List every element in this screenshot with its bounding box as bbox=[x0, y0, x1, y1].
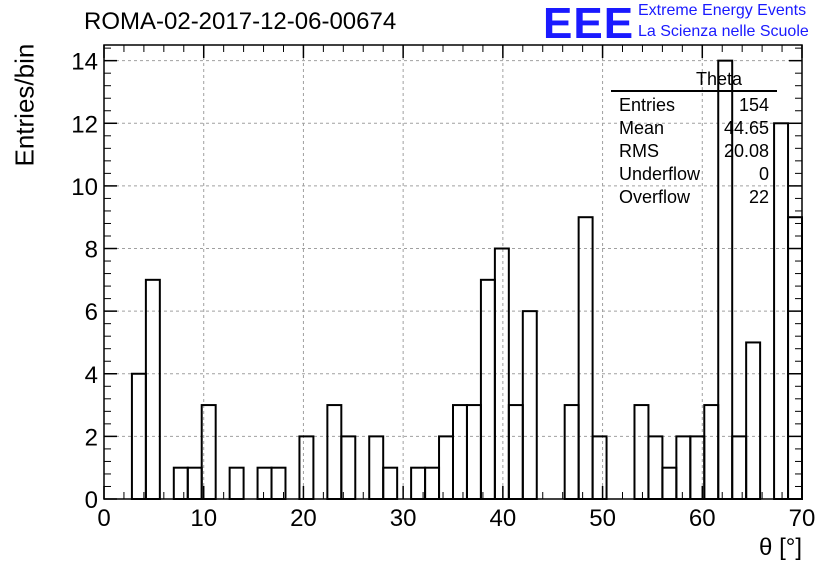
stats-row-entries: Entries 154 bbox=[611, 94, 777, 117]
run-title: ROMA-02-2017-12-06-00674 bbox=[84, 8, 397, 35]
stats-row-rms: RMS 20.08 bbox=[611, 140, 777, 163]
histogram-bin bbox=[675, 435, 692, 500]
histogram-bin bbox=[256, 466, 273, 501]
x-tick-label: 0 bbox=[97, 505, 110, 532]
histogram-bin bbox=[521, 310, 538, 501]
y-tick-label: 14 bbox=[71, 49, 98, 76]
y-tick-label: 6 bbox=[85, 299, 98, 326]
stats-box: Theta Entries 154 Mean 44.65 RMS 20.08 U… bbox=[611, 68, 777, 209]
stats-value: 44.65 bbox=[723, 118, 769, 138]
x-tick-label: 60 bbox=[689, 505, 716, 532]
x-tick-label: 50 bbox=[589, 505, 616, 532]
stats-value: 22 bbox=[748, 187, 769, 207]
histogram-bin bbox=[577, 216, 594, 500]
y-axis-label: Entries/bin bbox=[9, 43, 40, 167]
histogram-bin bbox=[326, 404, 343, 501]
histogram-bin bbox=[186, 466, 203, 501]
stats-row-underflow: Underflow 0 bbox=[611, 163, 777, 186]
x-axis-label: θ [°] bbox=[759, 534, 802, 561]
y-tick-label: 8 bbox=[85, 237, 98, 264]
x-tick-label: 30 bbox=[390, 505, 417, 532]
histogram-bin bbox=[647, 435, 664, 500]
stats-label: Underflow bbox=[619, 164, 701, 184]
stats-row-mean: Mean 44.65 bbox=[611, 117, 777, 140]
x-tick-label: 20 bbox=[290, 505, 317, 532]
stats-row-overflow: Overflow 22 bbox=[611, 186, 777, 209]
histogram-bin bbox=[703, 404, 720, 501]
plot-frame bbox=[103, 44, 803, 500]
stats-value: 0 bbox=[758, 164, 769, 184]
histogram-bin bbox=[424, 466, 441, 501]
histogram-bin bbox=[144, 278, 161, 500]
histogram-bin bbox=[298, 435, 315, 500]
histogram-bin bbox=[563, 404, 580, 501]
histogram-bin bbox=[228, 466, 245, 501]
y-tick-label: 0 bbox=[85, 487, 98, 514]
histogram-bin bbox=[633, 404, 650, 501]
histogram-bin bbox=[382, 466, 399, 501]
eee-logo: EEE bbox=[543, 0, 635, 48]
y-tick-label: 2 bbox=[85, 424, 98, 451]
histogram-bin bbox=[731, 435, 748, 500]
histogram-bin bbox=[340, 435, 357, 500]
stats-value: 20.08 bbox=[723, 141, 769, 161]
stats-label: RMS bbox=[619, 141, 659, 161]
histogram-bin bbox=[787, 216, 803, 500]
histogram-bin bbox=[438, 435, 455, 500]
x-tick-label: 10 bbox=[190, 505, 217, 532]
histogram-bin bbox=[507, 404, 524, 501]
axis-tick-labels: 0 10 20 30 40 50 60 70 0 2 4 6 8 10 12 14 bbox=[71, 49, 815, 532]
y-tick-label: 10 bbox=[71, 174, 98, 201]
logo-subtitle-line2: La Scienza nelle Scuole bbox=[638, 23, 809, 40]
x-tick-label: 40 bbox=[490, 505, 517, 532]
stats-label: Overflow bbox=[619, 187, 691, 207]
y-tick-label: 12 bbox=[71, 111, 98, 138]
stats-value: 154 bbox=[738, 95, 769, 115]
grid-lines bbox=[104, 45, 802, 499]
histogram-bin bbox=[368, 435, 385, 500]
histogram-bin bbox=[465, 404, 482, 501]
stats-label: Entries bbox=[619, 95, 676, 115]
x-tick-label: 70 bbox=[789, 505, 816, 532]
stats-title: Theta bbox=[611, 68, 777, 92]
logo-subtitle-line1: Extreme Energy Events bbox=[638, 2, 807, 19]
y-tick-label: 4 bbox=[85, 362, 98, 389]
axis-ticks bbox=[103, 45, 803, 500]
histogram-bin bbox=[452, 404, 468, 501]
histogram-bin bbox=[745, 341, 762, 500]
histogram-bin bbox=[172, 466, 189, 501]
histogram-bin bbox=[661, 466, 678, 501]
stats-label: Mean bbox=[619, 118, 665, 138]
histogram-bin bbox=[479, 278, 496, 500]
histogram-bin bbox=[591, 435, 608, 500]
